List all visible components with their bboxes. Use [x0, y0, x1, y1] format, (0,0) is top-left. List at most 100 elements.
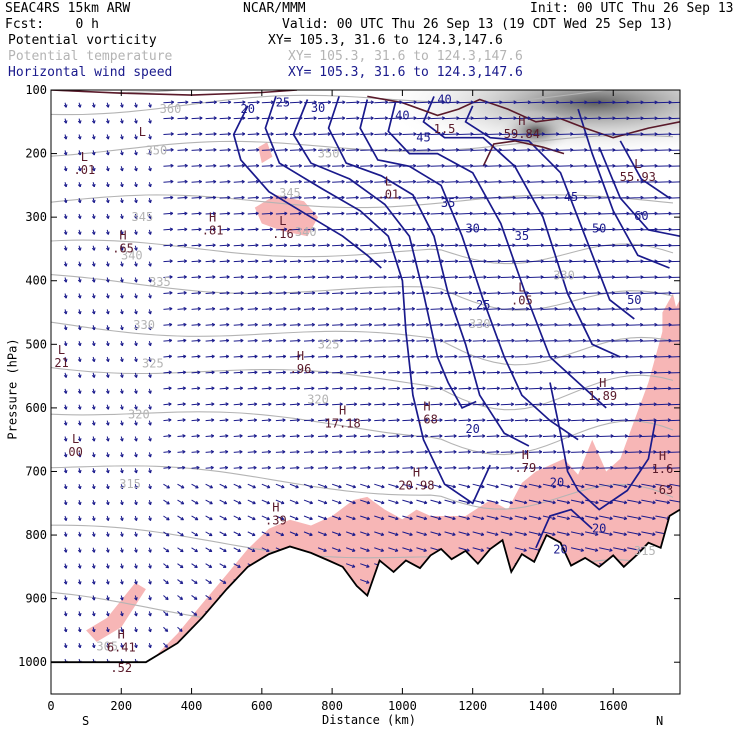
wind-vector-head: [91, 406, 96, 410]
wind-vector: [514, 419, 528, 422]
wind-vector: [317, 547, 327, 552]
wind-vector: [177, 435, 186, 438]
wind-vector-head: [467, 418, 472, 423]
wind-vector-head: [169, 322, 173, 327]
wind-vector: [556, 228, 573, 231]
wind-vector: [205, 260, 216, 263]
wind-vector-head: [120, 183, 124, 188]
wind-vector: [205, 499, 213, 505]
extremum-value: 55.93: [620, 170, 656, 184]
wind-vector-head: [165, 580, 169, 585]
wind-vector-head: [167, 465, 172, 470]
wind-vector-head: [426, 211, 431, 216]
wind-vector-head: [666, 484, 671, 489]
wind-vector: [430, 101, 446, 104]
wind-vector-head: [209, 485, 213, 489]
wind-vector: [585, 435, 600, 438]
wind-vector-head: [297, 306, 301, 311]
wind-vector-head: [91, 612, 96, 617]
wind-vector: [669, 403, 680, 406]
wind-vector: [360, 483, 371, 488]
field-wind-xy: XY= 105.3, 31.6 to 124.3,147.6: [288, 65, 523, 80]
wind-vector-head: [610, 434, 614, 438]
wind-vector-head: [311, 386, 315, 391]
wind-vector: [219, 403, 229, 406]
wind-vector: [374, 403, 386, 406]
wind-vector: [416, 181, 431, 183]
wind-vector-head: [538, 516, 542, 521]
wind-vector-head: [134, 295, 138, 299]
wind-vector-head: [148, 199, 152, 204]
wind-vector: [655, 467, 671, 469]
wind-vector-head: [341, 195, 345, 200]
wind-vector: [627, 435, 642, 438]
x-tick-label: 0: [47, 699, 54, 713]
wind-vector-head: [652, 500, 656, 505]
wind-vector: [627, 499, 642, 504]
wind-vector: [275, 181, 288, 183]
wind-vector-head: [495, 516, 499, 521]
wind-vector-head: [523, 548, 527, 552]
wind-vector: [177, 483, 185, 489]
wind-vector-head: [211, 338, 215, 343]
wind-vector: [233, 467, 243, 469]
wind-vector: [205, 355, 215, 358]
wind-vector: [444, 197, 459, 199]
wind-vector-head: [270, 195, 274, 200]
wind-vector: [472, 340, 486, 342]
wind-vector-head: [256, 100, 260, 105]
wind-vector-head: [339, 386, 343, 391]
wind-vector: [346, 435, 357, 438]
wind-vector-head: [412, 259, 416, 264]
wind-vector: [177, 371, 186, 374]
wind-vector: [528, 260, 544, 263]
wind-vector-head: [91, 199, 96, 204]
wind-vector: [275, 260, 287, 263]
wind-vector-head: [284, 148, 288, 152]
wind-vector: [444, 276, 458, 279]
wind-vector: [542, 276, 558, 279]
wind-vector-head: [482, 370, 486, 375]
wind-vector-head: [353, 418, 357, 422]
wind-vector-head: [568, 386, 572, 391]
wind-vector-head: [467, 450, 471, 454]
wind-vector: [556, 181, 573, 183]
wind-vector-head: [497, 307, 501, 311]
wind-vector: [430, 499, 442, 504]
wind-vector-head: [568, 338, 572, 343]
wind-vector: [163, 547, 170, 553]
wind-vector-head: [208, 564, 213, 568]
wind-vector-head: [148, 485, 152, 490]
wind-vector-head: [199, 100, 203, 105]
wind-vector: [500, 435, 514, 438]
wind-vector: [219, 563, 227, 568]
wind-vector: [458, 435, 471, 438]
wind-vector-head: [652, 532, 656, 536]
wind-vector-head: [197, 306, 201, 311]
wind-vector-head: [197, 338, 201, 343]
wind-vector: [444, 340, 458, 342]
wind-vector: [233, 451, 243, 453]
wind-vector-head: [91, 565, 96, 569]
wind-vector-head: [325, 338, 330, 343]
wind-vector: [177, 308, 187, 310]
wind-vector: [514, 355, 529, 358]
wind-vector-head: [427, 179, 431, 184]
wind-vector: [402, 165, 416, 167]
wind-vector-head: [341, 163, 345, 168]
wind-vector: [289, 467, 300, 469]
wind-vector-head: [397, 259, 402, 264]
wind-vector: [486, 165, 502, 167]
extremum-value: .68: [416, 412, 438, 426]
wind-vector: [430, 308, 444, 310]
wind-vector-head: [148, 581, 152, 585]
wind-vector-head: [452, 484, 457, 489]
wind-vector-head: [194, 564, 198, 569]
wind-vector: [613, 547, 627, 552]
wind-vector-head: [91, 374, 96, 378]
wind-vector-head: [383, 227, 388, 232]
wind-vector: [275, 292, 287, 294]
wind-vector-head: [567, 402, 572, 407]
wind-vector: [303, 324, 315, 326]
wind-vector: [613, 467, 628, 469]
